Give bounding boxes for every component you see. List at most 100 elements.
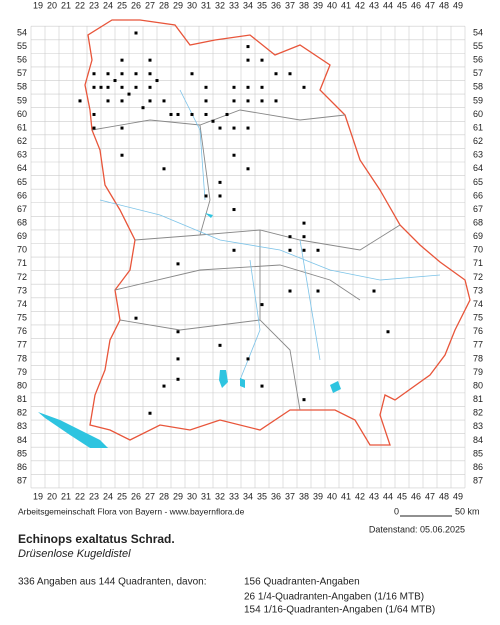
row-label: 71 (17, 258, 27, 268)
occurrence-dot (92, 85, 96, 89)
row-label: 72 (17, 272, 27, 282)
column-label: 23 (89, 0, 99, 10)
row-label: 83 (17, 421, 27, 431)
occurrence-dot (120, 153, 124, 157)
occurrence-dot (232, 248, 236, 252)
row-label: 73 (17, 285, 27, 295)
row-label: 67 (473, 204, 483, 214)
occurrence-dot (120, 126, 124, 130)
stat-line: 26 1/4-Quadranten-Angaben (1/16 MTB) (244, 592, 424, 603)
column-label: 49 (453, 491, 463, 501)
column-label: 22 (75, 0, 85, 10)
occurrence-dot (246, 126, 250, 130)
occurrence-dot (176, 262, 180, 266)
row-label: 68 (473, 217, 483, 227)
occurrence-dot (260, 384, 264, 388)
occurrence-dot (106, 72, 110, 76)
row-label: 75 (473, 313, 483, 323)
occurrence-dot (260, 85, 264, 89)
column-label: 20 (47, 491, 57, 501)
row-label: 84 (17, 435, 27, 445)
column-label: 45 (397, 0, 407, 10)
row-label: 54 (17, 27, 27, 37)
row-label: 64 (17, 163, 27, 173)
column-label: 30 (187, 0, 197, 10)
common-name: Drüsenlose Kugeldistel (18, 548, 131, 560)
row-label: 77 (17, 340, 27, 350)
row-label: 65 (17, 177, 27, 187)
stat-line: 154 1/16-Quadranten-Angaben (1/64 MTB) (244, 605, 435, 616)
row-label: 64 (473, 163, 483, 173)
row-label: 82 (17, 408, 27, 418)
occurrence-dot (141, 106, 145, 110)
occurrence-dot (246, 45, 250, 49)
occurrence-dot (176, 357, 180, 361)
column-label: 26 (131, 0, 141, 10)
row-label: 81 (473, 394, 483, 404)
row-label: 80 (473, 380, 483, 390)
row-label: 69 (17, 231, 27, 241)
rivers (99, 89, 441, 381)
column-label: 41 (341, 491, 351, 501)
occurrence-dot (78, 99, 82, 103)
occurrence-dot (260, 303, 264, 307)
occurrence-dot (148, 99, 152, 103)
occurrence-dot (176, 112, 180, 116)
grid: 19 19 20 20 21 21 22 22 23 23 24 24 25 25 26 26 27 27 28 28… (17, 0, 483, 501)
occurrence-dot (218, 194, 222, 198)
row-label: 61 (473, 122, 483, 132)
occurrence-dot (120, 85, 124, 89)
column-label: 45 (397, 491, 407, 501)
occurrence-dot (218, 126, 222, 130)
column-label: 35 (257, 0, 267, 10)
column-label: 46 (411, 0, 421, 10)
row-label: 71 (473, 258, 483, 268)
row-label: 63 (17, 150, 27, 160)
occurrence-dot (120, 72, 124, 76)
occurrence-dot (148, 85, 152, 89)
row-label: 68 (17, 217, 27, 227)
occurrence-dot (288, 235, 292, 239)
column-label: 35 (257, 491, 267, 501)
row-label: 79 (17, 367, 27, 377)
occurrence-dot (92, 126, 96, 130)
occurrence-dot (316, 248, 320, 252)
summary: 336 Angaben aus 144 Quadranten, davon: (18, 577, 207, 588)
occurrence-dot (260, 99, 264, 103)
lake-constance (38, 412, 108, 448)
occurrence-dot (246, 99, 250, 103)
column-label: 38 (299, 0, 309, 10)
occurrence-dot (246, 357, 250, 361)
bavaria-border (84, 19, 471, 446)
occurrence-dot (232, 208, 236, 212)
occurrence-dot (176, 377, 180, 381)
column-label: 47 (425, 491, 435, 501)
column-label: 19 (33, 491, 43, 501)
occurrence-dot (148, 72, 152, 76)
occurrence-dot (302, 85, 306, 89)
column-label: 23 (89, 491, 99, 501)
row-label: 79 (473, 367, 483, 377)
occurrence-dot (274, 99, 278, 103)
scale-end: 50 km (455, 506, 480, 516)
row-label: 58 (17, 82, 27, 92)
row-label: 81 (17, 394, 27, 404)
row-label: 58 (473, 82, 483, 92)
row-label: 54 (473, 27, 483, 37)
column-label: 44 (383, 0, 393, 10)
row-label: 66 (473, 190, 483, 200)
district-borders (91, 109, 401, 411)
occurrence-dot (106, 85, 110, 89)
column-label: 31 (201, 491, 211, 501)
row-label: 82 (473, 408, 483, 418)
row-label: 86 (17, 462, 27, 472)
column-label: 29 (173, 0, 183, 10)
occurrence-dot (148, 58, 152, 62)
column-label: 28 (159, 0, 169, 10)
column-label: 33 (229, 491, 239, 501)
row-label: 85 (17, 448, 27, 458)
column-label: 24 (103, 491, 113, 501)
occurrence-dot (372, 289, 376, 293)
occurrence-dots (78, 31, 390, 415)
occurrence-dot (218, 343, 222, 347)
